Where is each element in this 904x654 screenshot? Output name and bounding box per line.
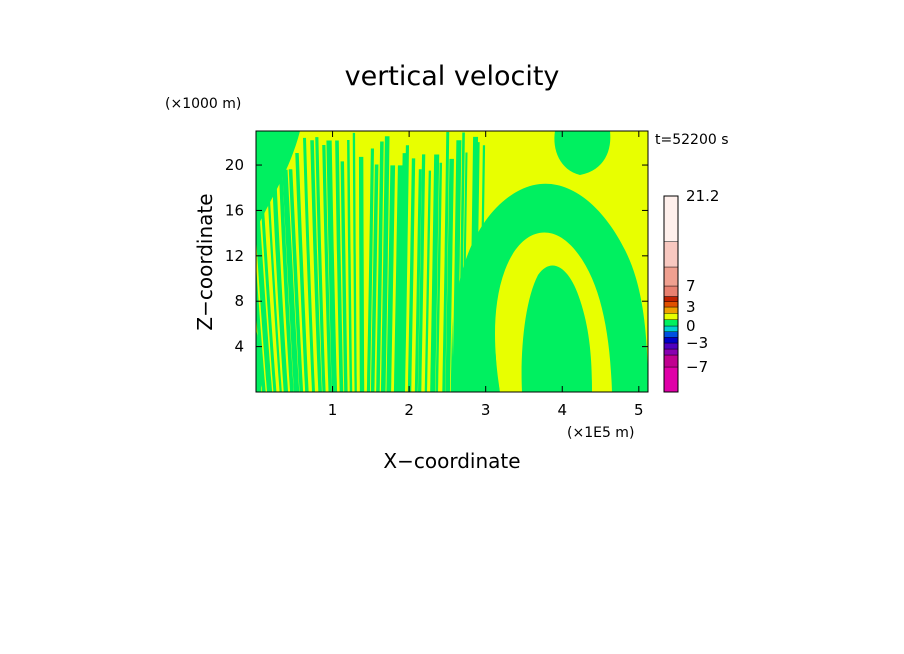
contour-field (256, 131, 648, 392)
colorbar-label: 7 (686, 277, 696, 295)
field-stripe (347, 139, 353, 392)
field-stripe (322, 145, 332, 392)
colorbar-level (663, 348, 679, 356)
chart-title: vertical velocity (345, 61, 560, 92)
field-stripe (352, 132, 357, 392)
x-axis-unit: (×1E5 m) (567, 425, 634, 441)
green-core-band (521, 265, 592, 392)
field-stripe (430, 154, 440, 392)
field-stripe (414, 169, 422, 392)
field-stripe (258, 162, 277, 392)
field-stripe (393, 165, 404, 392)
field-stripe (315, 137, 326, 392)
colorbar-level (663, 306, 679, 314)
x-tick-label: 2 (404, 401, 414, 419)
y-tick-label: 20 (225, 156, 244, 174)
upper-green-region (554, 131, 611, 175)
field-stripe (295, 153, 309, 392)
y-ticks: 4 8 12 16 20 (225, 156, 648, 356)
colorbar-level (663, 325, 679, 332)
field-stripe (445, 158, 454, 392)
field-stripe (370, 164, 379, 392)
y-axis-unit: (×1000 m) (165, 96, 241, 112)
field-stripe (256, 131, 300, 230)
field-stripe (386, 165, 396, 392)
field-stripe (450, 317, 454, 392)
colorbar-level (663, 319, 679, 327)
field-stripe (401, 145, 410, 392)
field-stripe (380, 136, 390, 392)
colorbar-level (663, 354, 679, 368)
colorbar-level (663, 337, 679, 344)
colorbar-level (663, 366, 679, 393)
field-stripe (424, 170, 432, 392)
colorbar-labels: 21.2 7 30−3 −7 (686, 187, 719, 376)
colorbar (663, 195, 679, 393)
y-tick-label: 12 (225, 247, 244, 265)
colorbar-level (663, 241, 679, 268)
colorbar-label: 21.2 (686, 187, 719, 205)
field-stripe (435, 162, 443, 392)
field-stripe (366, 148, 375, 392)
time-label: t=52200 s (655, 132, 729, 148)
x-tick-label: 3 (481, 401, 491, 419)
colorbar-frame (663, 195, 679, 393)
colorbar-level (663, 266, 679, 287)
field-stripe (256, 330, 263, 392)
colorbar-level (663, 342, 679, 350)
x-tick-label: 4 (557, 401, 567, 419)
x-axis-label: X−coordinate (383, 449, 520, 473)
field-stripe (418, 154, 426, 392)
field-stripe (407, 158, 416, 392)
field-stripe (326, 140, 338, 392)
colorbar-level (663, 301, 679, 308)
field-stripe (270, 137, 289, 392)
field-stripes (256, 131, 498, 392)
field-stripe (340, 161, 348, 392)
field-stripe (376, 141, 384, 392)
field-stripe (282, 169, 300, 392)
green-arch-band (453, 183, 648, 392)
field-stripe (288, 169, 304, 392)
colorbar-level (663, 285, 679, 297)
colorbar-label: 3 (686, 298, 696, 316)
colorbar-label: −3 (686, 334, 708, 352)
colorbar-level (663, 296, 679, 302)
field-stripe (335, 140, 344, 392)
colorbar-level (663, 313, 679, 320)
field-stripe (303, 137, 315, 392)
plot-frame (255, 130, 649, 393)
field-stripe (398, 153, 407, 392)
x-tick-label: 1 (328, 401, 338, 419)
field-stripe (265, 150, 282, 392)
y-tick-label: 4 (234, 338, 244, 356)
colorbar-label: −7 (686, 358, 708, 376)
x-tick-label: 5 (634, 401, 644, 419)
field-stripe (310, 140, 322, 392)
colorbar-level (663, 195, 679, 242)
field-stripe (277, 138, 294, 392)
x-ticks: 1 2 3 4 5 (328, 131, 644, 419)
y-axis-label: Z−coordinate (193, 193, 217, 330)
colorbar-level (663, 331, 679, 338)
field-stripe (358, 156, 365, 392)
colorbar-label: 0 (686, 317, 696, 335)
field-stripe (256, 156, 273, 392)
y-tick-label: 8 (234, 292, 244, 310)
field-stripe (442, 131, 450, 392)
y-tick-label: 16 (225, 201, 244, 219)
